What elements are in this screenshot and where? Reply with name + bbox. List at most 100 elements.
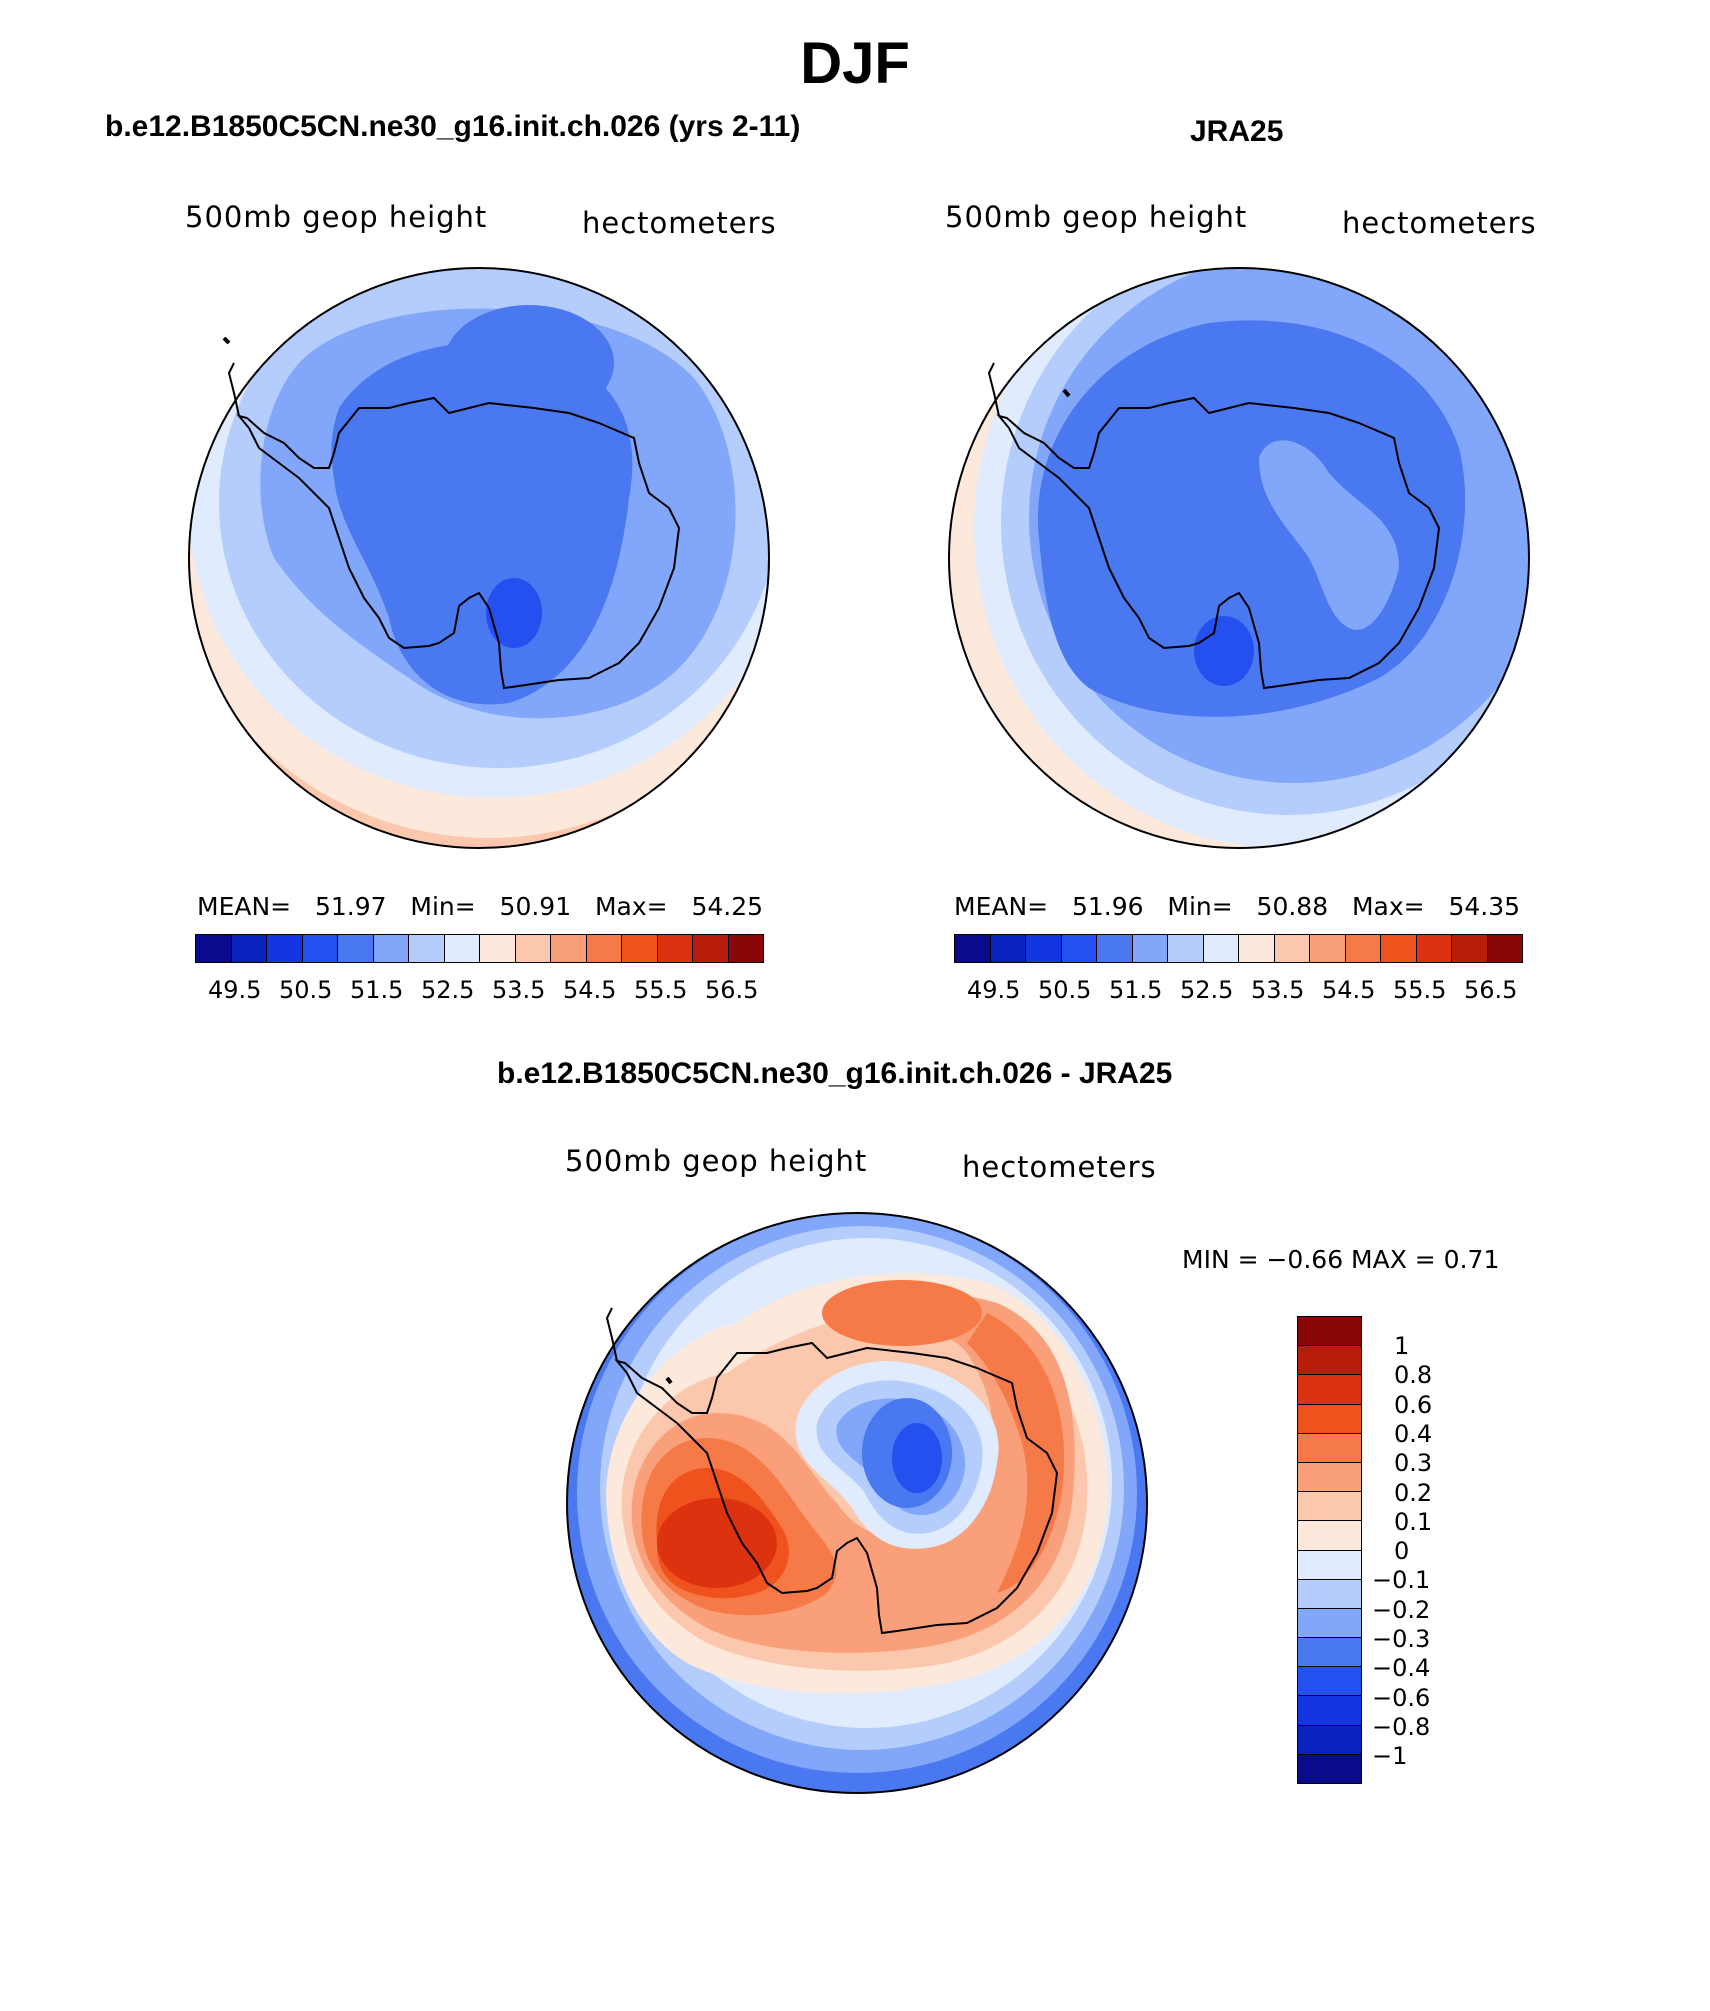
panel2-min: 50.88 <box>1256 892 1329 921</box>
panel3-min-max: MIN = −0.66 MAX = 0.71 <box>1182 1245 1500 1274</box>
map2-min <box>1194 616 1254 686</box>
colorbar-swatch <box>1298 1754 1361 1783</box>
panel3-polar-map <box>566 1212 1148 1794</box>
colorbar-swatch <box>231 935 267 962</box>
colorbar-swatch <box>1061 935 1097 962</box>
colorbar-swatch <box>1298 1608 1361 1639</box>
panel2-max: 54.35 <box>1448 892 1521 921</box>
colorbar-swatch <box>338 935 374 962</box>
colorbar-tick-label: 51.5 <box>350 976 404 1004</box>
colorbar-swatch <box>1298 1433 1361 1463</box>
panel1-max: 54.25 <box>691 892 764 921</box>
panel1-min: 50.91 <box>499 892 572 921</box>
map2-band-51.5-inner <box>1259 440 1399 630</box>
colorbar-swatch <box>302 935 338 962</box>
colorbar-swatch <box>373 935 409 962</box>
panel1-units-label: hectometers <box>582 206 777 240</box>
colorbar-swatch <box>444 935 480 962</box>
colorbar-tick-label: −0.1 <box>1372 1566 1431 1595</box>
colorbar-swatch <box>1298 1521 1361 1551</box>
colorbar-panel1 <box>195 934 764 963</box>
colorbar-tick-label: −0.6 <box>1372 1683 1431 1712</box>
colorbar-tick-label: 0 <box>1394 1537 1410 1566</box>
map2-border <box>948 267 1530 849</box>
panel3-units-label: hectometers <box>962 1150 1157 1184</box>
map1-min <box>486 578 542 648</box>
panel1-mean: 51.97 <box>314 892 387 921</box>
colorbar-swatch <box>657 935 693 962</box>
colorbar-tick-label: 55.5 <box>634 976 688 1004</box>
colorbar-panel2 <box>954 934 1523 963</box>
panel2-mean: 51.96 <box>1071 892 1144 921</box>
colorbar-tick-label: 0.1 <box>1394 1507 1433 1536</box>
colorbar-swatch <box>1452 935 1488 962</box>
colorbar-swatch <box>1416 935 1452 962</box>
panel3-variable-label: 500mb geop height <box>565 1144 868 1178</box>
colorbar-tick-label: −0.3 <box>1372 1625 1431 1653</box>
panel2-stats: MEAN= 51.96 Min= 50.88 Max= 54.35 <box>954 892 1521 921</box>
colorbar-tick-label: 53.5 <box>1251 976 1305 1004</box>
panel2-units-label: hectometers <box>1342 206 1537 240</box>
colorbar-tick-label: 50.5 <box>1038 976 1092 1004</box>
map3-min <box>892 1423 942 1493</box>
map3-max <box>657 1498 777 1588</box>
colorbar-tick-label: 0.4 <box>1394 1419 1433 1448</box>
colorbar-tick-label: 0.3 <box>1394 1449 1433 1478</box>
colorbar-diff <box>1297 1316 1362 1784</box>
colorbar-swatch <box>1298 1317 1361 1347</box>
colorbar-swatch <box>1298 1404 1361 1434</box>
panel2-heading: JRA25 <box>1190 115 1284 148</box>
colorbar-swatch <box>1298 1638 1361 1668</box>
panel1-variable-label: 500mb geop height <box>185 200 488 234</box>
map1-antarctica-coast <box>236 396 681 690</box>
colorbar-swatch <box>1298 1550 1361 1580</box>
panel2-polar-map <box>948 267 1530 849</box>
colorbar-swatch <box>551 935 587 962</box>
colorbar-swatch <box>1298 1462 1361 1493</box>
colorbar-tick-label: 49.5 <box>967 976 1021 1004</box>
map1-band-51-north <box>444 305 614 421</box>
colorbar-swatch <box>728 935 763 962</box>
colorbar-tick-label: 56.5 <box>705 976 759 1004</box>
colorbar-tick-label: 54.5 <box>1322 976 1376 1004</box>
colorbar-swatch <box>693 935 729 962</box>
colorbar-swatch <box>1026 935 1062 962</box>
colorbar-tick-label: 49.5 <box>208 976 262 1004</box>
colorbar-tick-label: 0.8 <box>1394 1361 1433 1390</box>
colorbar-swatch <box>196 935 232 962</box>
colorbar-swatch <box>990 935 1026 962</box>
colorbar-tick-label: 55.5 <box>1393 976 1447 1004</box>
panel1-heading: b.e12.B1850C5CN.ne30_g16.init.ch.026 (yr… <box>105 110 801 143</box>
map3-island <box>665 1376 673 1385</box>
colorbar-swatch <box>1487 935 1522 962</box>
colorbar-tick-label: 0.2 <box>1394 1478 1433 1507</box>
colorbar-tick-label: 52.5 <box>1180 976 1234 1004</box>
panel3-heading: b.e12.B1850C5CN.ne30_g16.init.ch.026 - J… <box>497 1057 1173 1090</box>
map1-peninsula <box>227 362 240 417</box>
colorbar-tick-label: 1 <box>1394 1332 1410 1360</box>
colorbar-swatch <box>622 935 658 962</box>
colorbar-tick-label: 50.5 <box>279 976 333 1004</box>
colorbar-tick-label: 52.5 <box>421 976 475 1004</box>
colorbar-tick-label: −0.8 <box>1372 1712 1431 1741</box>
map1-band-51 <box>331 341 633 705</box>
map1-island <box>222 336 231 345</box>
colorbar-swatch <box>1097 935 1133 962</box>
colorbar-swatch <box>1310 935 1346 962</box>
colorbar-swatch <box>1298 1696 1361 1726</box>
colorbar-tick-label: −1 <box>1372 1742 1408 1771</box>
colorbar-swatch <box>955 935 991 962</box>
map1-border <box>188 267 770 849</box>
panel1-stats: MEAN= 51.97 Min= 50.91 Max= 54.25 <box>197 892 764 921</box>
panel2-variable-label: 500mb geop height <box>945 200 1248 234</box>
colorbar-swatch <box>480 935 516 962</box>
colorbar-swatch <box>1298 1725 1361 1755</box>
colorbar-swatch <box>1298 1667 1361 1697</box>
map3-antarctica-coast <box>614 1341 1059 1635</box>
map3-band-0.4-north <box>822 1280 982 1346</box>
colorbar-tick-label: 54.5 <box>563 976 617 1004</box>
colorbar-tick-label: 53.5 <box>492 976 546 1004</box>
colorbar-swatch <box>1203 935 1239 962</box>
colorbar-swatch <box>1298 1492 1361 1522</box>
colorbar-swatch <box>1381 935 1417 962</box>
